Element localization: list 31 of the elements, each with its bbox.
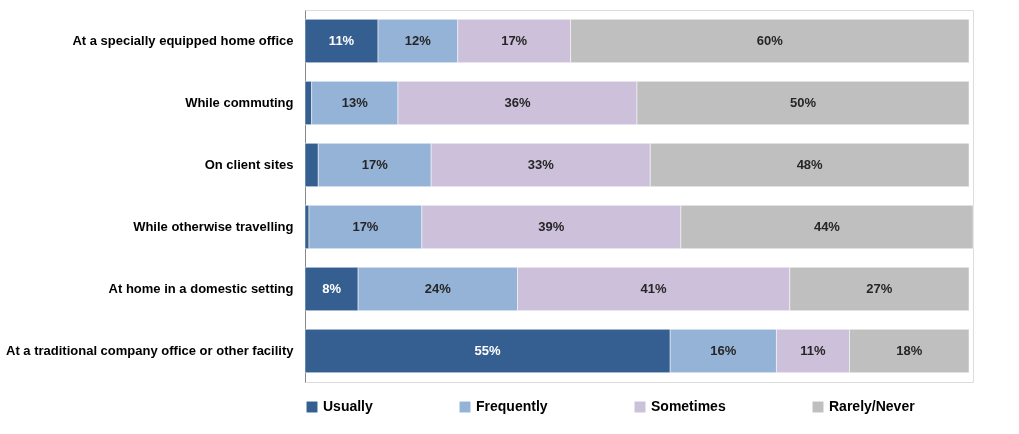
data-label: 33% (527, 157, 555, 172)
data-label: 27% (866, 281, 893, 296)
legend-label: Frequently (476, 398, 548, 414)
data-label: 17% (501, 33, 528, 48)
legend-label: Rarely/Never (829, 398, 916, 414)
y-tick-label: On client sites (204, 157, 294, 172)
data-label: 55% (474, 343, 502, 358)
data-label: 24% (424, 281, 452, 296)
data-label: 48% (796, 157, 824, 172)
y-tick-label: At a traditional company office or other facility (6, 343, 295, 358)
y-tick-label: At home in a domestic setting (108, 281, 294, 296)
data-label: 16% (710, 343, 737, 358)
data-label: 8% (322, 281, 342, 296)
data-label: 17% (361, 157, 389, 172)
data-label: 60% (756, 33, 784, 48)
data-label: 12% (404, 33, 432, 48)
data-label: 39% (538, 219, 565, 234)
data-label: 36% (504, 95, 531, 110)
data-label: 41% (640, 281, 668, 296)
legend-label: Sometimes (651, 398, 726, 414)
data-label: 11% (800, 343, 827, 358)
data-label: 13% (341, 95, 369, 110)
data-label: 17% (352, 219, 379, 234)
y-tick-label: While commuting (185, 95, 294, 110)
y-tick-label: While otherwise travelling (133, 219, 294, 234)
data-label: 11% (328, 33, 355, 48)
y-tick-label: At a specially equipped home office (72, 33, 294, 48)
legend-label: Usually (323, 398, 374, 414)
data-label: 18% (896, 343, 923, 358)
data-label: 50% (790, 95, 817, 110)
data-label: 44% (813, 219, 841, 234)
